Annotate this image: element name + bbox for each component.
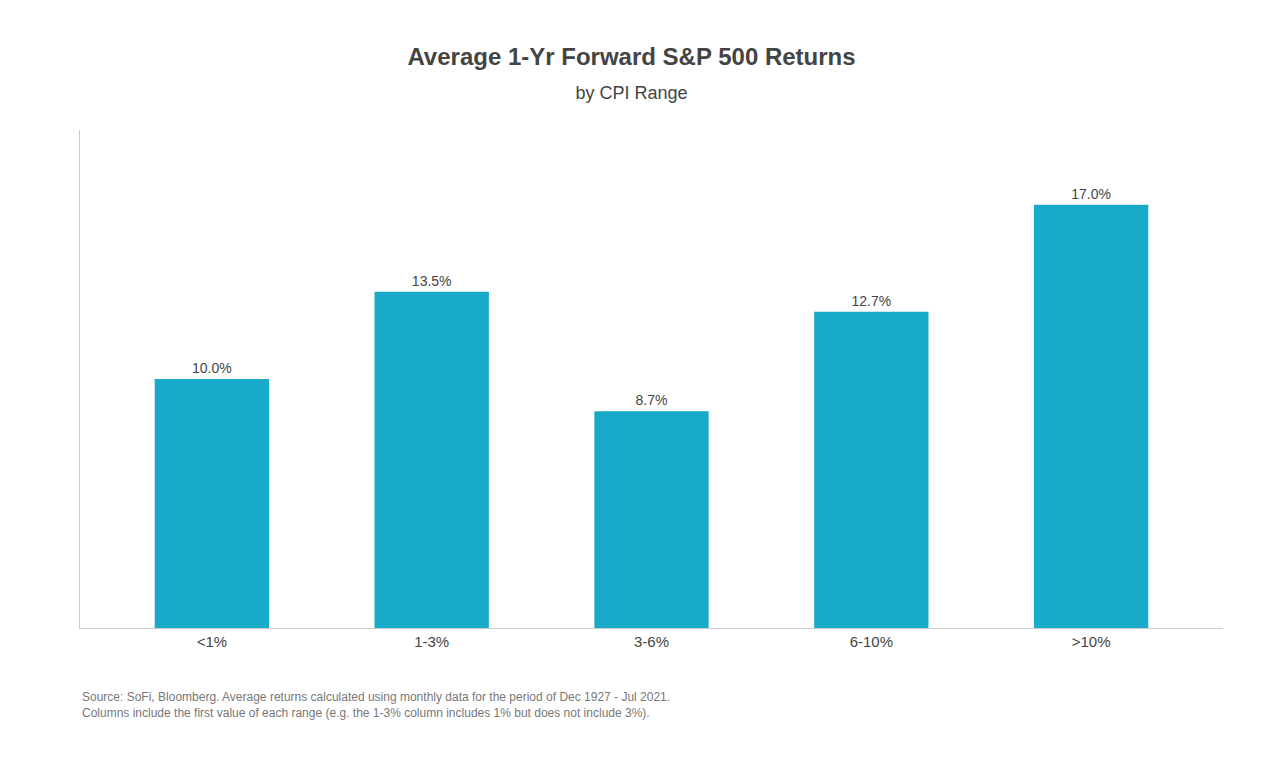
svg-text:10.0%: 10.0% [192,360,232,376]
svg-text:13.5%: 13.5% [412,273,452,289]
svg-text:3-6%: 3-6% [634,633,669,650]
svg-text:6-10%: 6-10% [850,633,893,650]
svg-text:17.0%: 17.0% [1071,186,1111,202]
svg-text:1-3%: 1-3% [414,633,449,650]
svg-text:12.7%: 12.7% [851,293,891,309]
svg-text:Average 1-Yr Forward S&P 500 R: Average 1-Yr Forward S&P 500 Returns [407,43,855,70]
svg-text:>10%: >10% [1072,633,1111,650]
svg-text:<1%: <1% [197,633,227,650]
svg-text:by CPI Range: by CPI Range [575,83,687,103]
svg-text:Source: SoFi, Bloomberg. Avera: Source: SoFi, Bloomberg. Average returns… [82,690,670,720]
svg-text:8.7%: 8.7% [636,392,668,408]
